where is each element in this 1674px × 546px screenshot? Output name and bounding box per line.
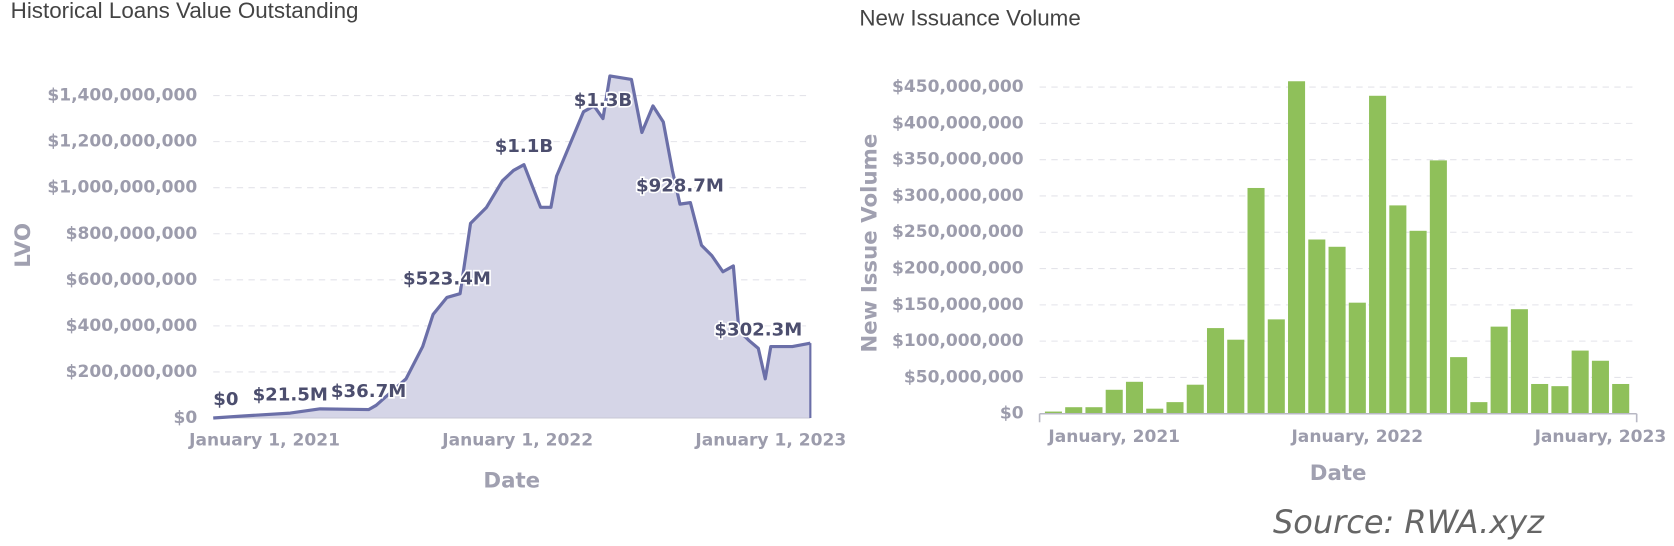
y-tick-label: $1,200,000,000	[47, 132, 197, 152]
y-tick-label: $400,000,000	[66, 316, 198, 336]
bar	[1348, 302, 1366, 414]
data-label: $1.1B	[495, 136, 553, 157]
x-axis-title: Date	[1310, 461, 1367, 486]
bar	[1369, 95, 1387, 414]
bar	[1267, 319, 1285, 414]
bar	[1166, 402, 1184, 414]
y-axis-title: LVO	[11, 223, 36, 268]
bar	[1288, 81, 1306, 414]
bar	[1186, 384, 1204, 414]
bar	[1328, 246, 1346, 414]
x-tick-label: January, 2023	[1534, 427, 1667, 447]
x-axis-title: Date	[483, 468, 540, 493]
y-tick-label: $0	[1000, 404, 1024, 424]
x-tick-label: January, 2022	[1290, 427, 1423, 447]
y-tick-label: $0	[174, 408, 198, 428]
bar	[1571, 350, 1589, 414]
x-tick-label: January, 2021	[1047, 427, 1180, 447]
bar	[1450, 357, 1468, 414]
bar	[1470, 402, 1488, 414]
y-tick-label: $800,000,000	[66, 224, 198, 244]
data-label: $1.3B	[574, 90, 632, 111]
data-label: $928.7M	[636, 175, 724, 196]
area	[213, 75, 811, 419]
x-tick-label: January 1, 2022	[441, 430, 593, 450]
bar	[1490, 326, 1508, 414]
bar	[1247, 187, 1265, 414]
y-tick-label: $1,000,000,000	[47, 178, 197, 198]
bar	[1591, 360, 1609, 414]
bar	[1206, 328, 1225, 414]
y-tick-label: $450,000,000	[892, 77, 1024, 97]
y-tick-label: $100,000,000	[892, 331, 1024, 351]
bar	[1044, 411, 1062, 414]
bar	[1105, 389, 1123, 414]
source-note: Source: RWA.xyz	[1273, 503, 1545, 541]
y-tick-label: $50,000,000	[904, 367, 1024, 387]
y-tick-label: $200,000,000	[892, 259, 1024, 279]
x-tick-label: January 1, 2021	[188, 430, 340, 450]
y-tick-label: $200,000,000	[66, 362, 198, 382]
bar	[1308, 239, 1326, 414]
data-label: $36.7M	[331, 381, 406, 402]
data-label: $523.4M	[403, 269, 491, 290]
data-label: $0	[213, 389, 238, 410]
line	[213, 74, 811, 420]
y-tick-label: $150,000,000	[892, 295, 1024, 315]
bar	[1227, 339, 1245, 414]
y-tick-label: $1,400,000,000	[47, 86, 197, 106]
bar	[1531, 383, 1549, 414]
bar	[1085, 407, 1103, 414]
bar	[1429, 160, 1447, 414]
bar	[1065, 407, 1083, 414]
y-tick-label: $350,000,000	[892, 150, 1024, 170]
data-label: $21.5M	[253, 384, 328, 405]
bar	[1510, 309, 1528, 414]
bar	[1409, 230, 1427, 414]
bar	[1389, 205, 1407, 414]
chart-title: Historical Loans Value Outstanding	[11, 0, 359, 23]
bar	[1551, 386, 1569, 414]
y-tick-label: $250,000,000	[892, 222, 1024, 242]
data-label: $302.3M	[714, 320, 802, 341]
chart-title: New Issuance Volume	[859, 6, 1080, 31]
bar	[1612, 383, 1630, 414]
y-tick-label: $300,000,000	[892, 186, 1024, 206]
y-axis-title: New Issue Volume	[857, 134, 882, 353]
y-tick-label: $600,000,000	[66, 270, 198, 290]
bar	[1125, 381, 1144, 414]
x-tick-label: January 1, 2023	[694, 430, 846, 450]
bar	[1146, 408, 1164, 414]
y-tick-label: $400,000,000	[892, 113, 1024, 133]
